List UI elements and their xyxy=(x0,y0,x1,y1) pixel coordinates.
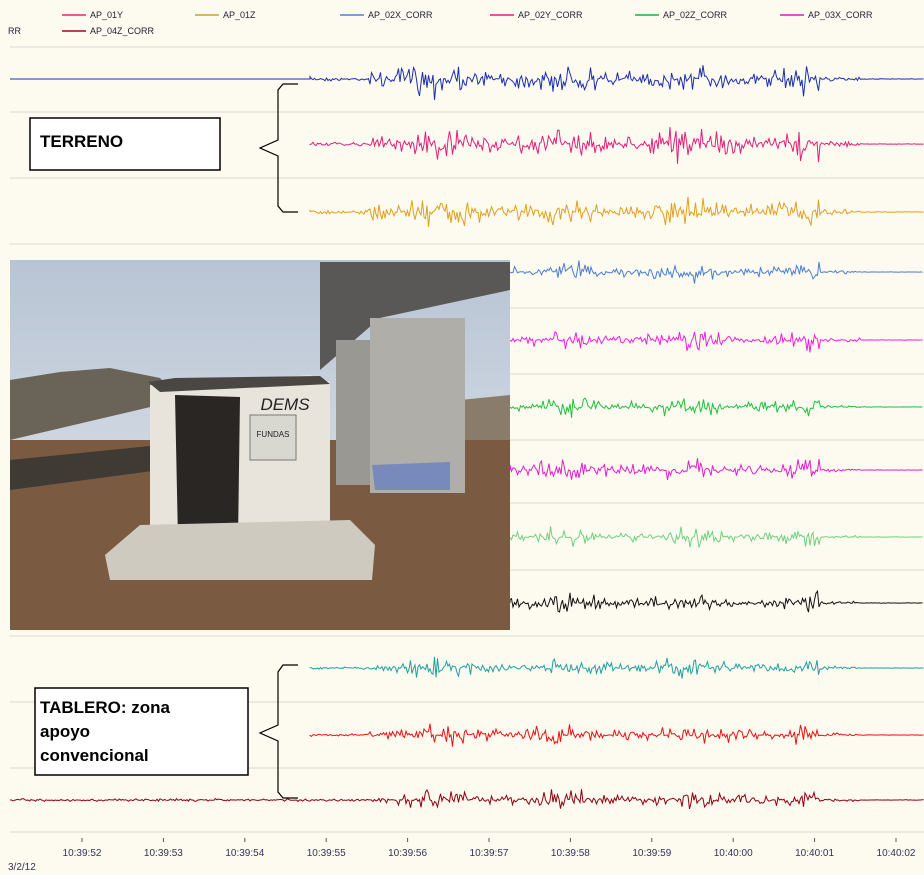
waveform xyxy=(509,458,923,480)
traces xyxy=(10,65,924,810)
time-tick-label: 10:39:53 xyxy=(144,848,183,859)
tablero-line: apoyo xyxy=(40,722,90,741)
waveform xyxy=(309,196,924,227)
waveform xyxy=(509,397,923,418)
legend-label: AP_01Y xyxy=(90,10,123,20)
waveform xyxy=(309,656,924,679)
time-tick-label: 10:39:59 xyxy=(632,848,671,859)
time-tick-label: 10:39:55 xyxy=(307,848,346,859)
legend-label: AP_04Z_CORR xyxy=(90,26,155,36)
time-tick-label: 10:40:01 xyxy=(795,848,834,859)
photo: FUNDAS DEMS xyxy=(10,260,510,630)
legend-label: AP_02Z_CORR xyxy=(663,10,728,20)
waveform xyxy=(10,788,924,810)
graffiti-text: DEMS xyxy=(260,395,310,414)
waveform xyxy=(10,65,924,100)
waveform xyxy=(509,330,923,353)
time-tick-label: 10:39:54 xyxy=(225,848,264,859)
legend-label: AP_01Z xyxy=(223,10,256,20)
terreno-annotation: TERRENO xyxy=(29,83,298,213)
sign-text: FUNDAS xyxy=(257,430,290,439)
waveform xyxy=(509,260,923,284)
terreno-label: TERRENO xyxy=(40,132,123,151)
time-axis: 10:39:52 10:39:53 10:39:54 10:39:55 10:39:56… xyxy=(63,838,916,859)
time-tick-label: 10:39:56 xyxy=(388,848,427,859)
tablero-annotation: TABLERO: zona apoyo convencional xyxy=(34,664,298,799)
waveform xyxy=(509,589,923,613)
time-tick-label: 10:39:58 xyxy=(551,848,590,859)
tablero-line: convencional xyxy=(40,746,149,765)
waveform xyxy=(509,526,923,548)
waveform xyxy=(309,127,924,164)
time-tick-label: 10:40:00 xyxy=(714,848,753,859)
tablero-line: TABLERO: zona xyxy=(40,698,171,717)
legend-label: RR xyxy=(8,26,21,36)
legend-label: AP_02Y_CORR xyxy=(518,10,583,20)
date-label: 3/2/12 xyxy=(8,862,36,873)
time-tick-label: 10:40:02 xyxy=(877,848,916,859)
legend-label: AP_03X_CORR xyxy=(808,10,873,20)
legend-label: AP_02X_CORR xyxy=(368,10,433,20)
legend: AP_01Y AP_01Z AP_02X_CORR AP_02Y_CORR AP_02Z… xyxy=(8,10,873,36)
time-tick-label: 10:39:57 xyxy=(470,848,509,859)
time-tick-label: 10:39:52 xyxy=(63,848,102,859)
waveform xyxy=(309,723,924,747)
